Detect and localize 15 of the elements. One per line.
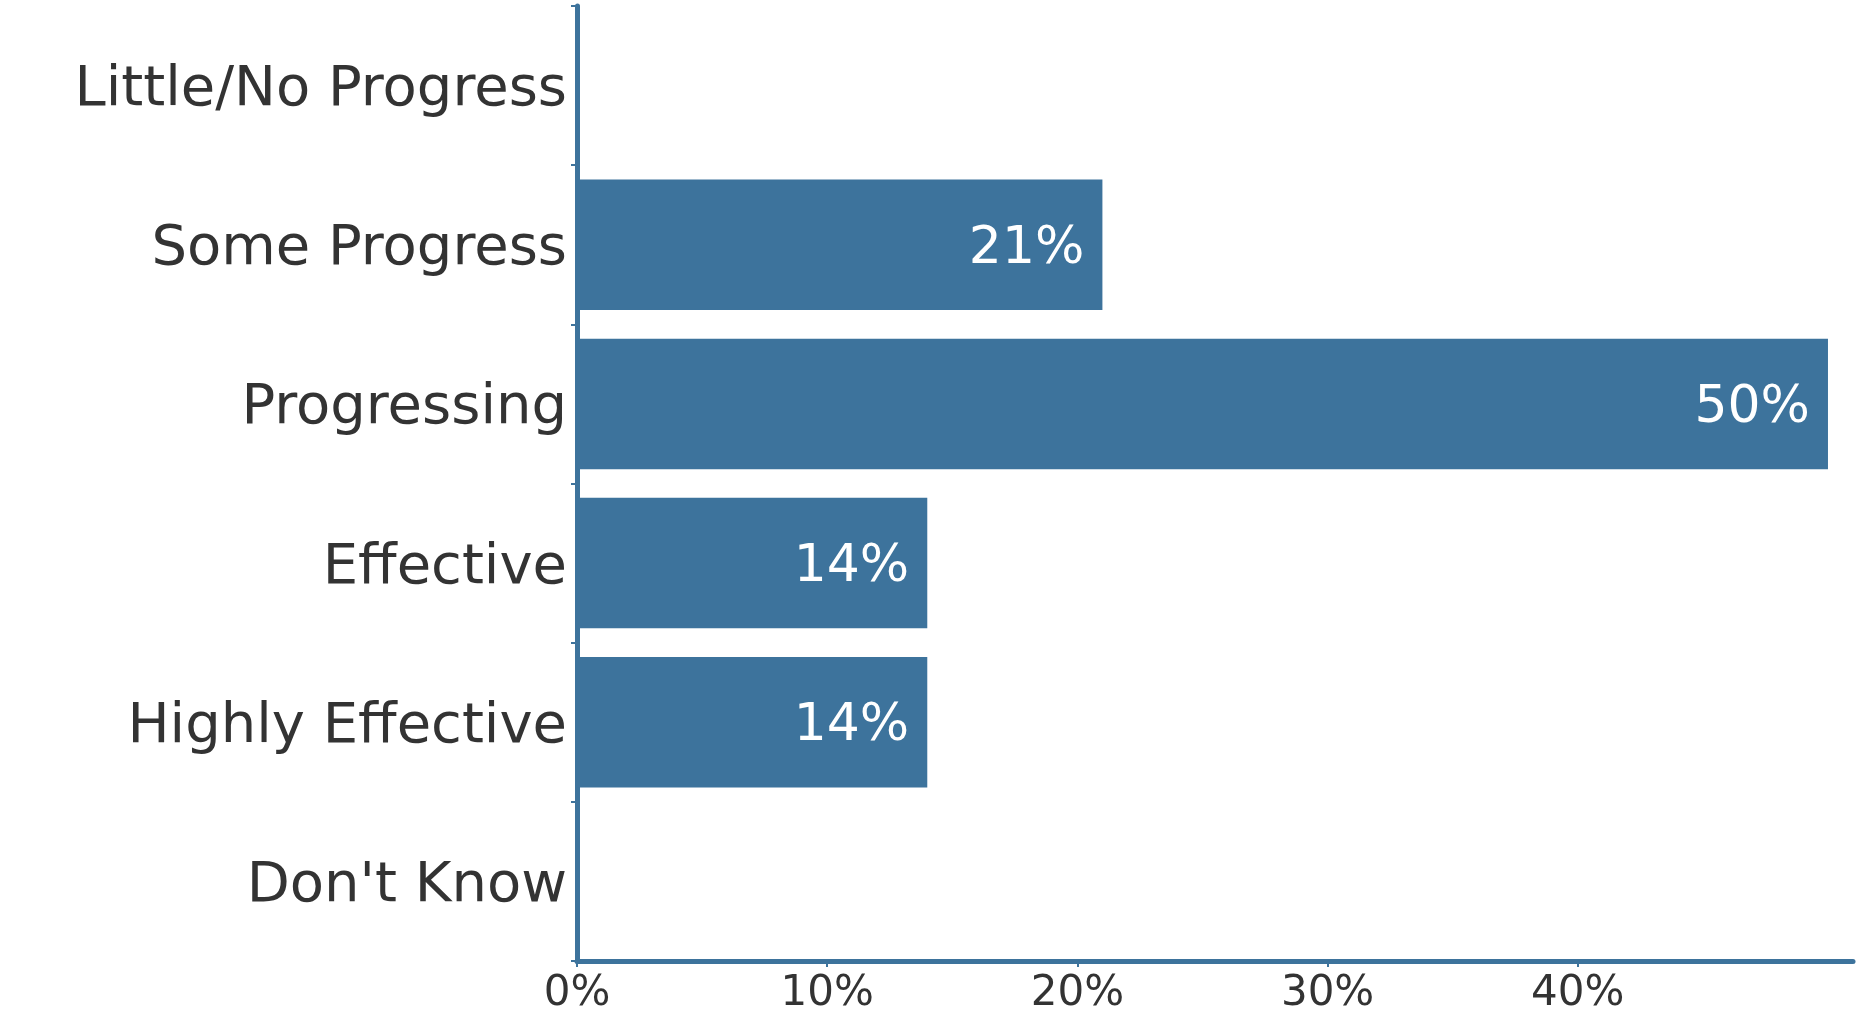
y-tick-label: Progressing [241,371,567,437]
y-tick-label: Effective [322,530,567,596]
x-tick-label: 0% [543,965,611,1015]
data-label: 21% [968,214,1085,275]
data-label: 14% [793,692,910,753]
x-tick-label: 40% [1531,965,1625,1015]
x-tick-label: 20% [1030,965,1125,1015]
data-label: 14% [793,533,910,594]
x-tick-label: 30% [1280,965,1375,1015]
data-label: 50% [1694,373,1810,434]
y-tick-label: Don't Know [246,848,567,914]
y-tick-label: Highly Effective [127,689,567,755]
y-tick-label: Little/No Progress [74,53,567,119]
x-tick-label: 10% [780,965,874,1015]
y-tick-label: Some Progress [151,212,567,278]
